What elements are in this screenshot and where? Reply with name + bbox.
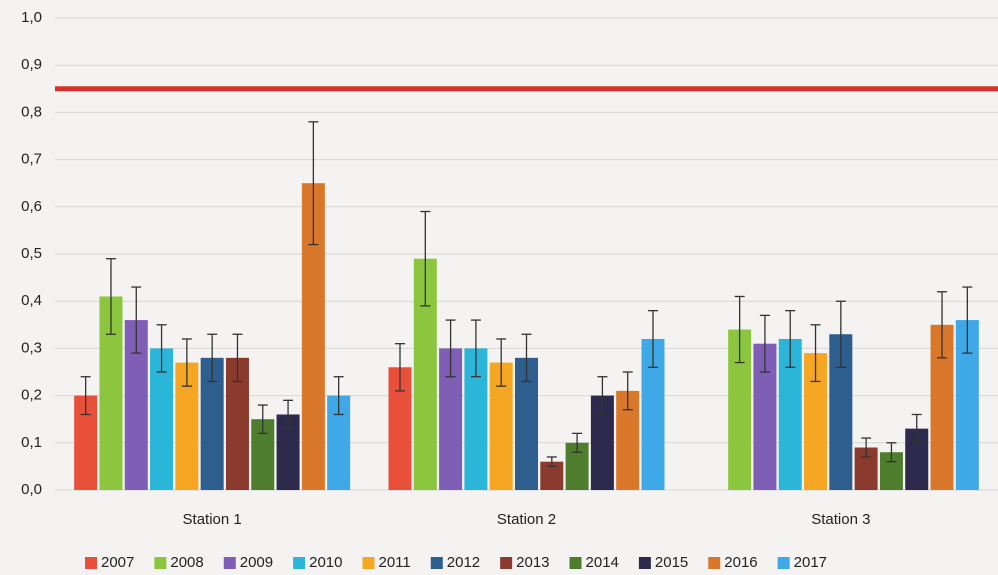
bar — [150, 348, 174, 490]
bar — [565, 442, 589, 490]
legend-label: 2015 — [655, 554, 688, 571]
legend-swatch — [430, 557, 443, 569]
legend-label: 2016 — [724, 554, 757, 571]
bar — [728, 329, 752, 490]
bar — [74, 395, 98, 490]
bar — [616, 390, 640, 490]
bar — [489, 362, 513, 490]
legend-swatch — [85, 557, 97, 569]
legend-swatch — [500, 557, 513, 569]
legend-swatch — [362, 557, 375, 569]
bar — [276, 414, 300, 490]
bar — [439, 348, 463, 490]
bar — [464, 348, 488, 490]
y-tick-label: 0,2 — [21, 387, 42, 404]
y-tick-label: 0,4 — [21, 292, 42, 309]
legend-label: 2009 — [240, 554, 273, 571]
bar — [905, 428, 929, 490]
bar — [251, 419, 275, 490]
y-tick-label: 0,8 — [21, 103, 42, 120]
bar — [590, 395, 614, 490]
bar — [301, 183, 325, 490]
y-tick-label: 0,9 — [21, 56, 42, 73]
legend-swatch — [708, 557, 721, 569]
y-tick-label: 0,5 — [21, 245, 42, 262]
legend-swatch — [223, 557, 236, 569]
legend-label: 2008 — [170, 554, 203, 571]
bar — [515, 357, 538, 490]
bar — [829, 334, 853, 490]
bar — [225, 357, 249, 490]
legend-label: 2007 — [101, 554, 134, 571]
bar — [200, 357, 224, 490]
bar — [124, 320, 148, 490]
x-tick-label: Station 2 — [497, 511, 556, 528]
bar — [955, 320, 979, 490]
legend-swatch — [638, 557, 651, 569]
bar — [99, 296, 123, 490]
bar — [879, 452, 903, 490]
bar — [641, 338, 665, 490]
x-tick-label: Station 3 — [811, 511, 870, 528]
legend-label: 2014 — [586, 554, 619, 571]
bar — [540, 461, 564, 490]
legend-label: 2011 — [379, 554, 411, 571]
legend-label: 2017 — [794, 554, 827, 571]
legend-label: 2013 — [516, 554, 549, 571]
bar — [413, 258, 437, 490]
bar — [854, 447, 878, 490]
legend-swatch — [777, 557, 790, 569]
y-tick-label: 0,1 — [21, 434, 42, 451]
bar — [388, 367, 412, 490]
x-tick-label: Station 1 — [183, 511, 242, 528]
bar — [175, 362, 199, 490]
legend-swatch — [569, 557, 582, 569]
bar — [753, 343, 777, 490]
legend-label: 2012 — [447, 554, 480, 571]
y-tick-label: 0,6 — [21, 198, 42, 215]
legend-swatch — [293, 557, 306, 569]
y-tick-label: 0,3 — [21, 339, 42, 356]
legend-label: 2010 — [309, 554, 342, 571]
bar — [778, 338, 802, 490]
bar — [930, 324, 954, 490]
bar — [327, 395, 351, 490]
y-tick-label: 0,0 — [21, 481, 42, 498]
y-tick-label: 1,0 — [21, 9, 42, 26]
bar — [804, 353, 828, 490]
y-tick-label: 0,7 — [21, 151, 42, 168]
legend-swatch — [154, 557, 167, 569]
